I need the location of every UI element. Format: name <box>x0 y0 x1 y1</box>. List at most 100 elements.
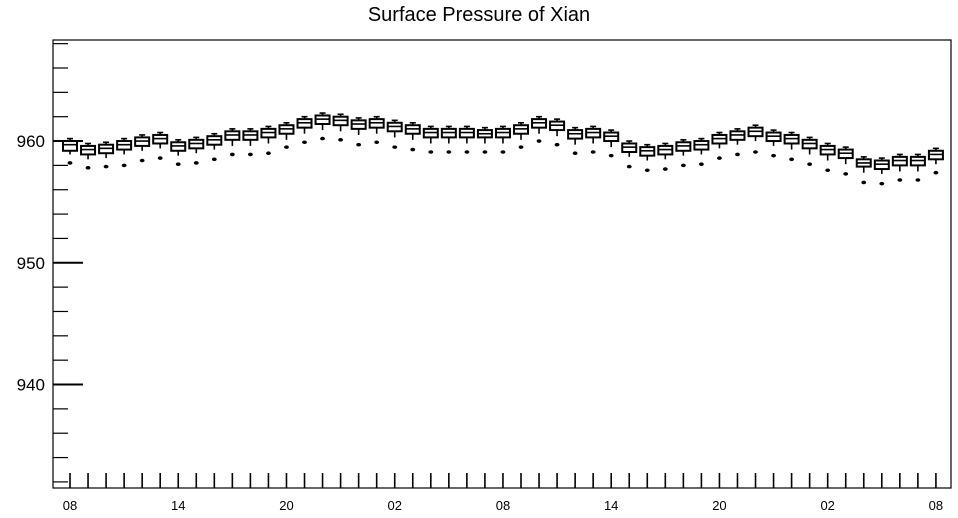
y-axis: 940 950 960 <box>17 43 83 483</box>
x-tick-label: 08 <box>929 498 943 513</box>
outlier-point <box>771 153 776 158</box>
outlier-point <box>933 170 939 175</box>
outlier-point <box>753 150 758 154</box>
outlier-point <box>157 156 163 160</box>
outlier-point <box>897 178 903 182</box>
y-tick-label: 940 <box>17 376 45 395</box>
box <box>621 140 638 169</box>
plot-frame <box>52 39 952 489</box>
outlier-point <box>284 145 289 149</box>
box <box>603 129 620 158</box>
outlier-point <box>861 180 867 185</box>
outlier-point <box>717 156 722 160</box>
outlier-point <box>356 142 362 147</box>
outlier-point <box>302 140 307 145</box>
outlier-point <box>680 163 686 168</box>
outlier-point <box>464 150 470 154</box>
x-tick-label: 08 <box>63 498 77 513</box>
box <box>837 146 854 176</box>
box <box>513 121 529 149</box>
box <box>657 142 674 171</box>
outlier-point <box>789 157 794 162</box>
box-body <box>62 140 78 152</box>
x-tick-label: 20 <box>712 498 726 513</box>
box <box>152 131 169 160</box>
box <box>585 125 602 154</box>
outlier-point <box>662 167 668 171</box>
outlier-point <box>699 162 704 166</box>
outlier-point <box>915 178 921 182</box>
box <box>296 115 313 145</box>
box <box>729 128 746 157</box>
outlier-point <box>843 172 849 176</box>
box <box>188 136 205 165</box>
box <box>278 121 295 149</box>
x-axis: 08 14 20 02 08 14 20 02 08 <box>63 473 943 513</box>
outlier-point <box>428 150 434 154</box>
outlier-point <box>229 152 235 157</box>
outlier-point <box>500 150 506 154</box>
outlier-point <box>211 157 217 162</box>
box <box>855 156 872 185</box>
box <box>350 117 367 147</box>
box <box>494 125 511 154</box>
outlier-point <box>392 145 398 149</box>
outlier-point <box>320 136 325 141</box>
box <box>170 139 187 166</box>
box <box>134 134 151 163</box>
box <box>98 141 115 169</box>
x-tick-label: 20 <box>279 498 293 513</box>
y-tick-label: 960 <box>17 132 45 151</box>
box <box>567 126 584 156</box>
x-tick-label: 14 <box>171 498 185 513</box>
outlier-point <box>446 150 452 154</box>
outlier-point <box>825 168 831 173</box>
box <box>386 119 403 149</box>
box <box>242 128 259 157</box>
outlier-point <box>554 142 560 147</box>
outlier-point <box>879 181 885 186</box>
box <box>260 125 277 156</box>
box <box>62 137 78 165</box>
outlier-point <box>518 145 524 149</box>
box <box>765 129 782 158</box>
x-tick-label: 02 <box>387 498 401 513</box>
box <box>891 153 908 182</box>
outlier-point <box>608 153 614 158</box>
box <box>368 115 385 145</box>
outlier-point <box>85 166 91 170</box>
box <box>639 143 656 173</box>
box <box>873 157 890 186</box>
outlier-point <box>175 162 181 166</box>
box <box>116 137 133 168</box>
box <box>693 137 710 166</box>
box <box>675 139 692 168</box>
outlier-point <box>626 164 632 169</box>
box <box>711 131 728 160</box>
box <box>440 125 457 154</box>
box <box>422 125 439 154</box>
box <box>476 126 493 154</box>
box <box>206 132 223 162</box>
box <box>531 115 548 143</box>
box <box>332 113 349 142</box>
outlier-point <box>644 168 650 173</box>
y-tick-label: 950 <box>17 254 45 273</box>
outlier-point <box>590 150 596 154</box>
outlier-point <box>735 152 740 157</box>
box <box>314 112 331 141</box>
box <box>224 128 241 157</box>
outlier-point <box>807 162 813 166</box>
outlier-point <box>248 152 253 157</box>
outlier-point <box>103 164 109 169</box>
box <box>80 142 97 170</box>
outlier-point <box>482 150 488 154</box>
x-tick-label: 02 <box>820 498 834 513</box>
x-tick-label: 08 <box>496 498 510 513</box>
outlier-point <box>338 138 343 142</box>
box <box>783 131 800 162</box>
outlier-point <box>121 163 127 168</box>
outlier-point <box>536 139 542 143</box>
